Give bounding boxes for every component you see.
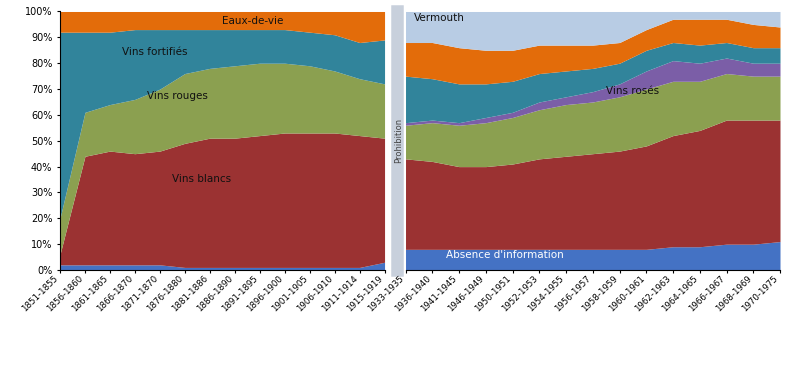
Text: Absence d'information: Absence d'information [446,250,563,260]
Text: Vins rosés: Vins rosés [606,86,659,96]
Text: Vermouth: Vermouth [414,13,465,23]
Text: Eaux-de-vie: Eaux-de-vie [222,16,284,26]
Text: Vins rouges: Vins rouges [147,92,208,101]
Text: Vins blancs: Vins blancs [172,174,231,184]
Text: Vins fortifiés: Vins fortifiés [122,47,188,57]
Text: Prohibition: Prohibition [394,118,402,163]
